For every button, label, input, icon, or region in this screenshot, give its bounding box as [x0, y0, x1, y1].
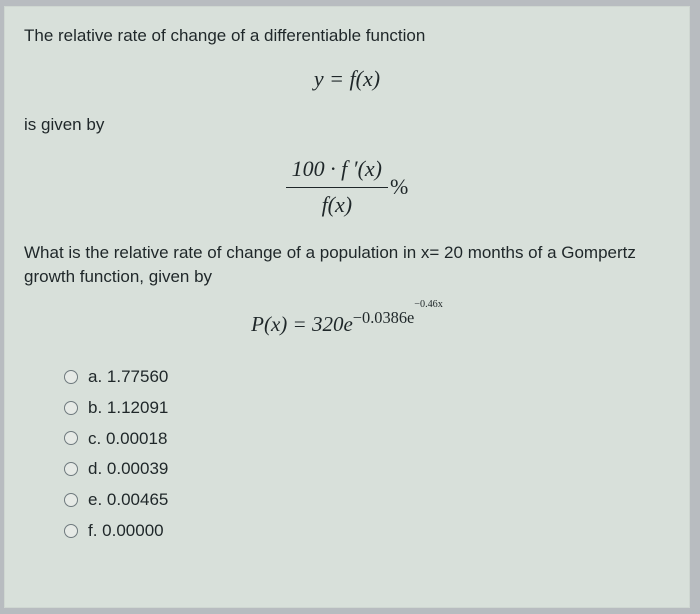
- radio-icon[interactable]: [64, 401, 78, 415]
- given-by-text: is given by: [24, 113, 670, 137]
- radio-icon[interactable]: [64, 462, 78, 476]
- question-sheet: The relative rate of change of a differe…: [4, 6, 690, 608]
- fraction-numerator: 100 · f ′(x): [286, 154, 388, 188]
- p-prefix: P(x) = 320e: [251, 312, 353, 336]
- radio-icon[interactable]: [64, 493, 78, 507]
- gompertz-function: P(x) = 320e−0.0386e−0.46x: [24, 307, 670, 339]
- options-list: a. 1.77560 b. 1.12091 c. 0.00018 d. 0.00…: [64, 365, 670, 543]
- option-label: d. 0.00039: [88, 457, 168, 481]
- radio-icon[interactable]: [64, 431, 78, 445]
- option-label: c. 0.00018: [88, 427, 167, 451]
- option-d[interactable]: d. 0.00039: [64, 457, 670, 481]
- question-text: What is the relative rate of change of a…: [24, 241, 670, 289]
- p-exp2: −0.46x: [414, 299, 443, 310]
- equation-yfx: y = f(x): [24, 64, 670, 95]
- option-f[interactable]: f. 0.00000: [64, 519, 670, 543]
- intro-text: The relative rate of change of a differe…: [24, 24, 670, 48]
- radio-icon[interactable]: [64, 370, 78, 384]
- radio-icon[interactable]: [64, 524, 78, 538]
- option-b[interactable]: b. 1.12091: [64, 396, 670, 420]
- fraction-denominator: f(x): [286, 188, 388, 221]
- relative-rate-formula: 100 · f ′(x) f(x) %: [24, 154, 670, 221]
- option-label: f. 0.00000: [88, 519, 164, 543]
- fraction: 100 · f ′(x) f(x): [286, 154, 388, 221]
- option-e[interactable]: e. 0.00465: [64, 488, 670, 512]
- option-c[interactable]: c. 0.00018: [64, 427, 670, 451]
- option-label: e. 0.00465: [88, 488, 168, 512]
- option-label: a. 1.77560: [88, 365, 168, 389]
- percent-sign: %: [390, 174, 408, 199]
- p-exp1: −0.0386e: [353, 308, 414, 327]
- option-label: b. 1.12091: [88, 396, 168, 420]
- option-a[interactable]: a. 1.77560: [64, 365, 670, 389]
